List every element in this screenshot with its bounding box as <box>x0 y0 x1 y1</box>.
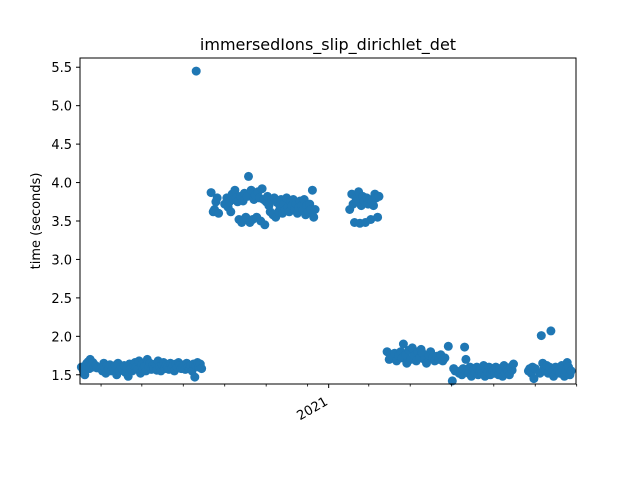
data-point <box>374 191 384 201</box>
data-point <box>206 188 216 198</box>
chart-title: immersedIons_slip_dirichlet_det <box>200 35 456 55</box>
data-point <box>536 331 546 341</box>
y-tick-label: 3.0 <box>51 253 72 268</box>
y-tick-label: 2.0 <box>51 330 72 345</box>
data-point <box>509 359 518 369</box>
data-point <box>244 171 253 181</box>
data-point <box>546 326 556 336</box>
data-point <box>190 372 200 382</box>
data-point <box>422 358 431 368</box>
y-tick-label: 5.0 <box>51 100 72 115</box>
data-points <box>76 66 576 386</box>
data-point <box>443 341 453 351</box>
data-point <box>398 339 408 349</box>
data-point <box>257 184 267 194</box>
data-point <box>191 66 201 76</box>
data-point <box>461 354 471 364</box>
y-tick-label: 3.5 <box>51 215 72 230</box>
y-tick-label: 1.5 <box>51 369 72 384</box>
x-axis-ticks: 2021 <box>100 384 578 424</box>
data-point <box>309 212 319 222</box>
data-point <box>366 215 376 224</box>
data-point <box>529 374 539 384</box>
data-point <box>214 208 224 218</box>
y-tick-label: 4.0 <box>51 177 72 192</box>
y-tick-label: 4.5 <box>51 138 72 153</box>
x-tick-label: 2021 <box>295 394 331 424</box>
data-point <box>307 185 317 195</box>
y-tick-label: 2.5 <box>51 292 72 307</box>
data-point <box>260 220 270 230</box>
data-point <box>80 370 90 380</box>
data-point <box>212 193 222 203</box>
data-point <box>197 364 207 374</box>
data-point <box>230 185 240 195</box>
y-axis-label: time (seconds) <box>29 173 44 270</box>
data-point <box>440 353 450 363</box>
y-tick-label: 5.5 <box>51 61 72 76</box>
data-point <box>566 366 576 376</box>
data-point <box>226 207 236 217</box>
data-point <box>369 201 378 211</box>
data-point <box>447 376 457 386</box>
data-point <box>460 342 470 352</box>
y-axis-ticks: 1.5 2.0 2.5 3.0 3.5 4.0 4.5 5.0 5.5 <box>51 61 80 384</box>
data-point <box>373 212 383 222</box>
data-point <box>310 205 320 214</box>
plot-frame <box>79 57 577 385</box>
